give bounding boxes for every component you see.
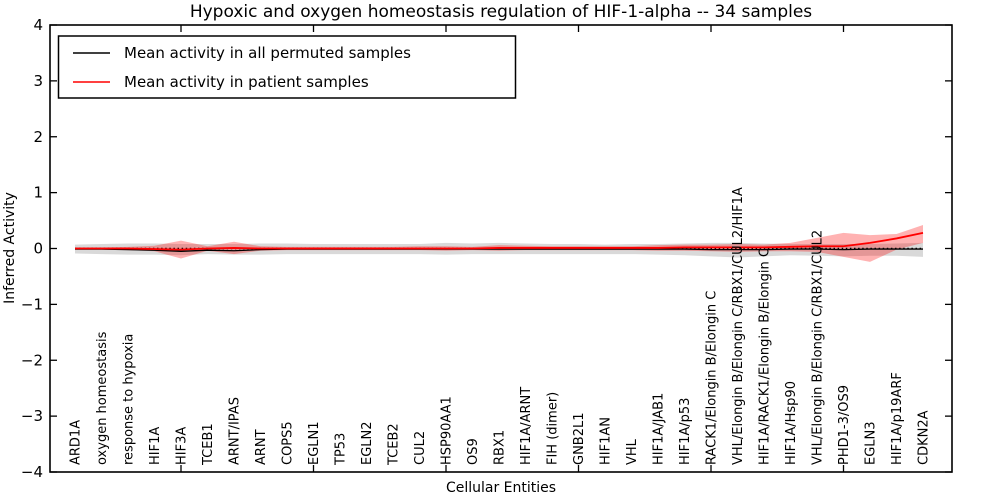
y-tick-label: −3 (21, 407, 43, 425)
x-category-label: oxygen homeostasis (95, 331, 110, 465)
plot-area: −4 −3 −2 −1 0 1 2 3 4 ARD1A oxygen homeostasis resp… (21, 16, 952, 481)
y-axis-label: Inferred Activity (2, 192, 18, 304)
legend-label-permuted: Mean activity in all permuted samples (124, 44, 411, 62)
x-category-label: ARNT/IPAS (228, 397, 243, 465)
x-category-label: TCEB2 (387, 423, 402, 466)
permuted-mean-line (75, 248, 923, 252)
x-category-label: TCEB1 (201, 423, 216, 466)
x-category-label: ARNT (254, 429, 269, 465)
x-category-label: CDKN2A (917, 410, 932, 465)
x-category-label: VHL/Elongin B/Elongin C/RBX1/CUL2 (811, 230, 826, 465)
x-category-label: HIF3A (175, 427, 190, 465)
x-category-label: HIF1AN (599, 417, 614, 465)
x-axis-label: Cellular Entities (446, 480, 556, 496)
x-category-label: EGLN3 (864, 421, 879, 465)
x-category-label: RACK1/Elongin B/Elongin C (705, 291, 720, 465)
x-category-label: PHD1-3/OS9 (837, 385, 852, 465)
x-category-label: OS9 (466, 438, 481, 465)
x-category-label: HIF1A/p53 (678, 398, 693, 465)
x-category-label: response to hypoxia (122, 334, 137, 465)
y-tick-label: 3 (33, 72, 43, 90)
legend: Mean activity in all permuted samples Me… (57, 35, 517, 99)
y-tick-label: 2 (33, 128, 43, 146)
y-tick-label: 0 (33, 240, 43, 258)
axes-frame (49, 24, 953, 473)
y-tick-label: −4 (21, 463, 43, 481)
y-tick-label: −1 (21, 295, 43, 313)
x-category-label: HIF1A/RACK1/Elongin B/Elongin C (758, 248, 773, 465)
x-category-label: ARD1A (69, 420, 84, 465)
legend-box (57, 35, 517, 99)
y-tick-label: 1 (33, 184, 43, 202)
x-category-label: EGLN2 (360, 421, 375, 465)
legend-label-patient: Mean activity in patient samples (124, 73, 369, 91)
x-category-label: HIF1A/p19ARF (890, 372, 905, 465)
x-category-label: FIH (dimer) (546, 392, 561, 465)
x-category-label: HSP90AA1 (440, 396, 455, 465)
x-category-label: HIF1A/Hsp90 (784, 381, 799, 465)
x-category-label: GNB2L1 (572, 412, 587, 465)
x-category-label: VHL (625, 438, 640, 465)
chart-title: Hypoxic and oxygen homeostasis regulatio… (190, 2, 812, 22)
y-tick-label: 4 (33, 16, 43, 34)
x-category-label: CUL2 (413, 431, 428, 465)
x-category-label: RBX1 (493, 430, 508, 465)
x-category-label: HIF1A/JAB1 (652, 393, 667, 465)
x-category-label: EGLN1 (307, 421, 322, 465)
x-category-label: COPS5 (281, 421, 296, 465)
x-category-label: HIF1A/ARNT (519, 387, 534, 465)
y-tick-label: −2 (21, 351, 43, 369)
x-category-label: VHL/Elongin B/Elongin C/RBX1/CUL2/HIF1A (731, 187, 746, 465)
patient-mean-line (75, 231, 924, 251)
x-category-label: HIF1A (148, 427, 163, 465)
x-category-label: TP53 (334, 433, 349, 466)
